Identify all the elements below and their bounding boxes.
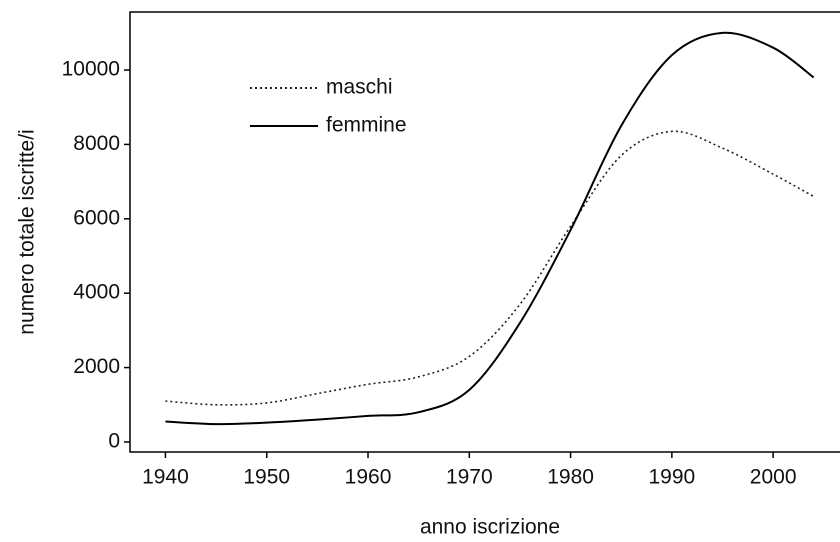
y-tick-label: 4000 bbox=[73, 281, 120, 304]
line-0 bbox=[165, 130, 815, 406]
y-axis-label: numero totale iscritte/i bbox=[16, 129, 39, 334]
y-tick-label: 8000 bbox=[73, 132, 120, 155]
x-tick-label: 1950 bbox=[243, 466, 290, 489]
x-tick-label: 2000 bbox=[750, 466, 797, 489]
y-tick-label: 0 bbox=[108, 430, 120, 453]
legend-label: femmine bbox=[326, 114, 407, 137]
x-tick-label: 1960 bbox=[345, 466, 392, 489]
x-tick-label: 1970 bbox=[446, 466, 493, 489]
x-axis-label: anno iscrizione bbox=[420, 516, 560, 539]
x-tick-label: 1940 bbox=[142, 466, 189, 489]
y-tick-label: 10000 bbox=[62, 58, 120, 81]
line-1 bbox=[165, 31, 815, 426]
plot-frame bbox=[129, 11, 840, 453]
x-tick-label: 1980 bbox=[547, 466, 594, 489]
x-tick-label: 1990 bbox=[649, 466, 696, 489]
legend-label: maschi bbox=[326, 76, 393, 99]
y-tick-label: 2000 bbox=[73, 355, 120, 378]
y-tick-label: 6000 bbox=[73, 206, 120, 229]
